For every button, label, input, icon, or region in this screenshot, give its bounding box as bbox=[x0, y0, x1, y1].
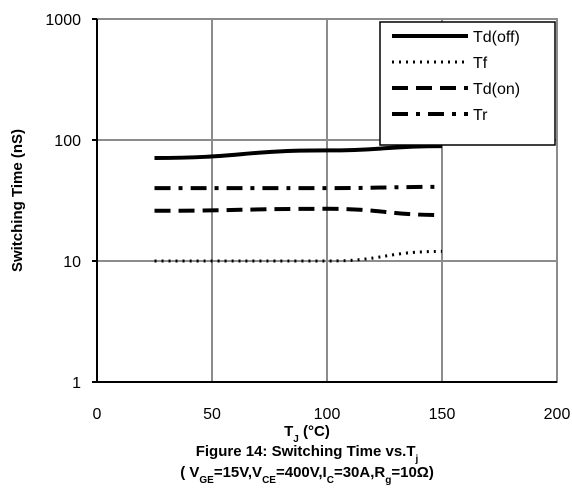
x-tick-label: 50 bbox=[203, 406, 221, 423]
legend-label: Tr bbox=[473, 107, 488, 124]
chart-subtitle: ( VGE=15V,VCE=400V,IC=30A,Rg=10Ω) bbox=[180, 464, 434, 486]
series-line-td-off- bbox=[154, 144, 443, 160]
y-tick-label: 1 bbox=[72, 375, 81, 392]
axis-labels: Switching Time (nS) TJ (°C)Figure 14: Swi… bbox=[9, 129, 434, 486]
x-tick-label: 150 bbox=[429, 406, 456, 423]
series-line-td-on- bbox=[154, 206, 443, 217]
y-tick-label: 10 bbox=[63, 254, 81, 271]
axes bbox=[96, 18, 558, 383]
legend-label: Td(on) bbox=[473, 81, 520, 98]
legend-box bbox=[379, 21, 556, 146]
x-tick-label: 0 bbox=[93, 406, 102, 423]
y-axis-title: Switching Time (nS) bbox=[9, 129, 26, 272]
chart-title: Figure 14: Switching Time vs.Tj bbox=[196, 443, 419, 465]
legend: Td(off) Tf Td(on) Tr bbox=[379, 21, 556, 146]
x-tick-label: 100 bbox=[314, 406, 341, 423]
y-tick-label: 1000 bbox=[45, 12, 81, 29]
series-line-tr bbox=[154, 184, 443, 191]
x-tick-label: 200 bbox=[544, 406, 571, 423]
legend-label: Td(off) bbox=[473, 29, 520, 46]
series-line-tf bbox=[154, 249, 443, 263]
x-axis-title: TJ (°C) bbox=[284, 423, 330, 445]
ticks: 0 50 100 150 200 1 10 100 1000 bbox=[45, 12, 570, 423]
y-tick-label: 100 bbox=[54, 133, 81, 150]
legend-label: Tf bbox=[473, 55, 488, 72]
series-lines bbox=[154, 144, 443, 263]
